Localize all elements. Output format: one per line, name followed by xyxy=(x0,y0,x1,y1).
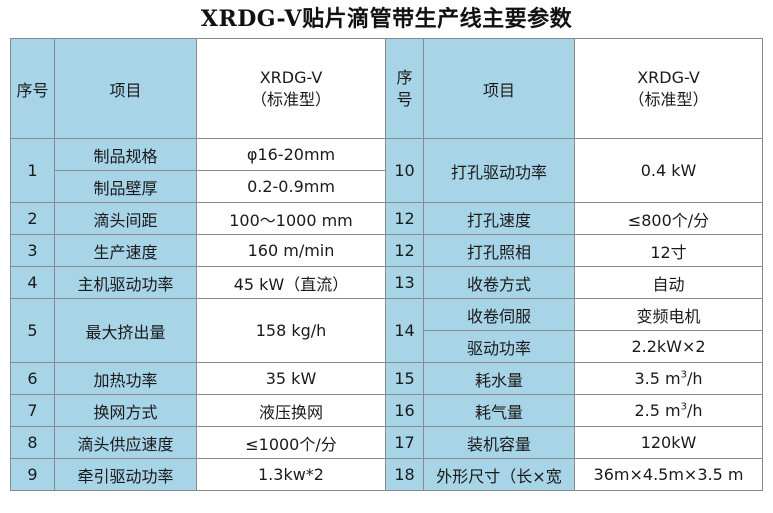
table-row: 2 滴头间距 100～1000 mm 12 打孔速度 ≤800个/分 xyxy=(10,202,763,235)
item-value: ≤1000个/分 xyxy=(196,426,386,459)
row-number: 15 xyxy=(385,362,424,395)
row-number: 18 xyxy=(385,458,424,491)
header-seq-right: 序 号 xyxy=(385,38,424,139)
item-name: 耗水量 xyxy=(423,362,575,395)
row-number: 16 xyxy=(385,394,424,427)
header-model-name: XRDG-V xyxy=(259,67,323,87)
table-row: 8 滴头供应速度 ≤1000个/分 17 装机容量 120kW xyxy=(10,426,763,459)
header-model-right: XRDG-V （标准型） xyxy=(574,38,763,139)
header-item-right: 项目 xyxy=(423,38,575,139)
item-value: 2.5 m3/h xyxy=(574,394,763,427)
item-name: 耗气量 xyxy=(423,394,575,427)
row-number: 8 xyxy=(10,426,55,459)
row-number: 17 xyxy=(385,426,424,459)
item-value: φ16-20mm xyxy=(196,138,386,171)
item-name: 装机容量 xyxy=(423,426,575,459)
item-name: 换网方式 xyxy=(54,394,197,427)
value-main: 2.5 m xyxy=(634,401,681,420)
table-row: 5 最大挤出量 158 kg/h 14 收卷伺服 变频电机 xyxy=(10,298,763,363)
item-name: 主机驱动功率 xyxy=(54,266,197,299)
item-value: 0.2-0.9mm xyxy=(196,170,386,203)
item-name: 最大挤出量 xyxy=(54,298,197,363)
value-main: 3.5 m xyxy=(634,369,681,388)
row-number: 1 xyxy=(10,138,55,203)
table-row: 3 生产速度 160 m/min 12 打孔照相 12寸 xyxy=(10,234,763,267)
spec-table: 序号 项目 XRDG-V （标准型） 序 号 项目 XRDG-V （标准型） 1… xyxy=(10,38,763,491)
item-name: 生产速度 xyxy=(54,234,197,267)
item-name: 牵引驱动功率 xyxy=(54,458,197,491)
item-value: 36m×4.5m×3.5 m xyxy=(574,458,763,491)
header-item-left: 项目 xyxy=(54,38,197,139)
header-model-left: XRDG-V （标准型） xyxy=(196,38,386,139)
header-model-type: （标准型） xyxy=(250,89,331,109)
item-name: 外形尺寸（长×宽 xyxy=(423,458,575,491)
table-row: 驱动功率 2.2kW×2 xyxy=(11,330,763,363)
header-row: 序号 项目 XRDG-V （标准型） 序 号 项目 XRDG-V （标准型） xyxy=(10,38,763,139)
table-row: 4 主机驱动功率 45 kW（直流） 13 收卷方式 自动 xyxy=(10,266,763,299)
item-name: 加热功率 xyxy=(54,362,197,395)
value-tail: /h xyxy=(686,369,703,388)
row-number: 3 xyxy=(10,234,55,267)
item-name: 收卷伺服 xyxy=(423,298,575,331)
row-number: 9 xyxy=(10,458,55,491)
item-name: 打孔速度 xyxy=(423,202,575,235)
value-superscript: 3 xyxy=(680,369,687,381)
item-name: 滴头间距 xyxy=(54,202,197,235)
table-row: 7 换网方式 液压换网 16 耗气量 2.5 m3/h xyxy=(10,394,763,427)
item-value: 35 kW xyxy=(196,362,386,395)
table-row: 6 加热功率 35 kW 15 耗水量 3.5 m3/h xyxy=(10,362,763,395)
item-value: 3.5 m3/h xyxy=(574,362,763,395)
item-value: 2.2kW×2 xyxy=(574,330,763,363)
row-number: 10 xyxy=(385,138,424,203)
item-value: 变频电机 xyxy=(574,298,763,331)
row-number: 6 xyxy=(10,362,55,395)
item-name: 制品规格 xyxy=(54,138,197,171)
item-value: 120kW xyxy=(574,426,763,459)
row-number: 2 xyxy=(10,202,55,235)
item-value: 12寸 xyxy=(574,234,763,267)
row-number: 5 xyxy=(10,298,55,363)
item-value: ≤800个/分 xyxy=(574,202,763,235)
row-number: 7 xyxy=(10,394,55,427)
item-value: 自动 xyxy=(574,266,763,299)
item-value: 100～1000 mm xyxy=(196,202,386,235)
row-number: 12 xyxy=(385,202,424,235)
item-name: 滴头供应速度 xyxy=(54,426,197,459)
value-superscript: 3 xyxy=(680,401,687,413)
value-tail: /h xyxy=(686,401,703,420)
item-value: 45 kW（直流） xyxy=(196,266,386,299)
row-number: 14 xyxy=(385,298,424,363)
table-row: 1 制品规格 φ16-20mm 10 打孔驱动功率 0.4 kW xyxy=(10,138,763,203)
header-seq-right-2: 号 xyxy=(396,89,413,109)
item-name: 收卷方式 xyxy=(423,266,575,299)
header-seq-left: 序号 xyxy=(10,38,55,139)
header-model-type: （标准型） xyxy=(628,89,709,109)
item-value: 160 m/min xyxy=(196,234,386,267)
item-value: 1.3kw*2 xyxy=(196,458,386,491)
item-name: 驱动功率 xyxy=(423,330,575,363)
item-name: 打孔驱动功率 xyxy=(423,138,575,203)
row-number: 12 xyxy=(385,234,424,267)
item-value: 158 kg/h xyxy=(196,298,386,363)
item-value: 液压换网 xyxy=(196,394,386,427)
row-number: 4 xyxy=(10,266,55,299)
header-seq-right-1: 序 xyxy=(396,67,413,87)
item-value: 0.4 kW xyxy=(574,138,763,203)
item-name: 打孔照相 xyxy=(423,234,575,267)
item-name: 制品壁厚 xyxy=(54,170,197,203)
header-model-name: XRDG-V xyxy=(637,67,700,87)
table-row: 9 牵引驱动功率 1.3kw*2 18 外形尺寸（长×宽 36m×4.5m×3.… xyxy=(10,458,763,491)
table-row: 制品壁厚 0.2-0.9mm xyxy=(11,170,763,203)
row-number: 13 xyxy=(385,266,424,299)
page-title: XRDG-V贴片滴管带生产线主要参数 xyxy=(200,6,573,32)
